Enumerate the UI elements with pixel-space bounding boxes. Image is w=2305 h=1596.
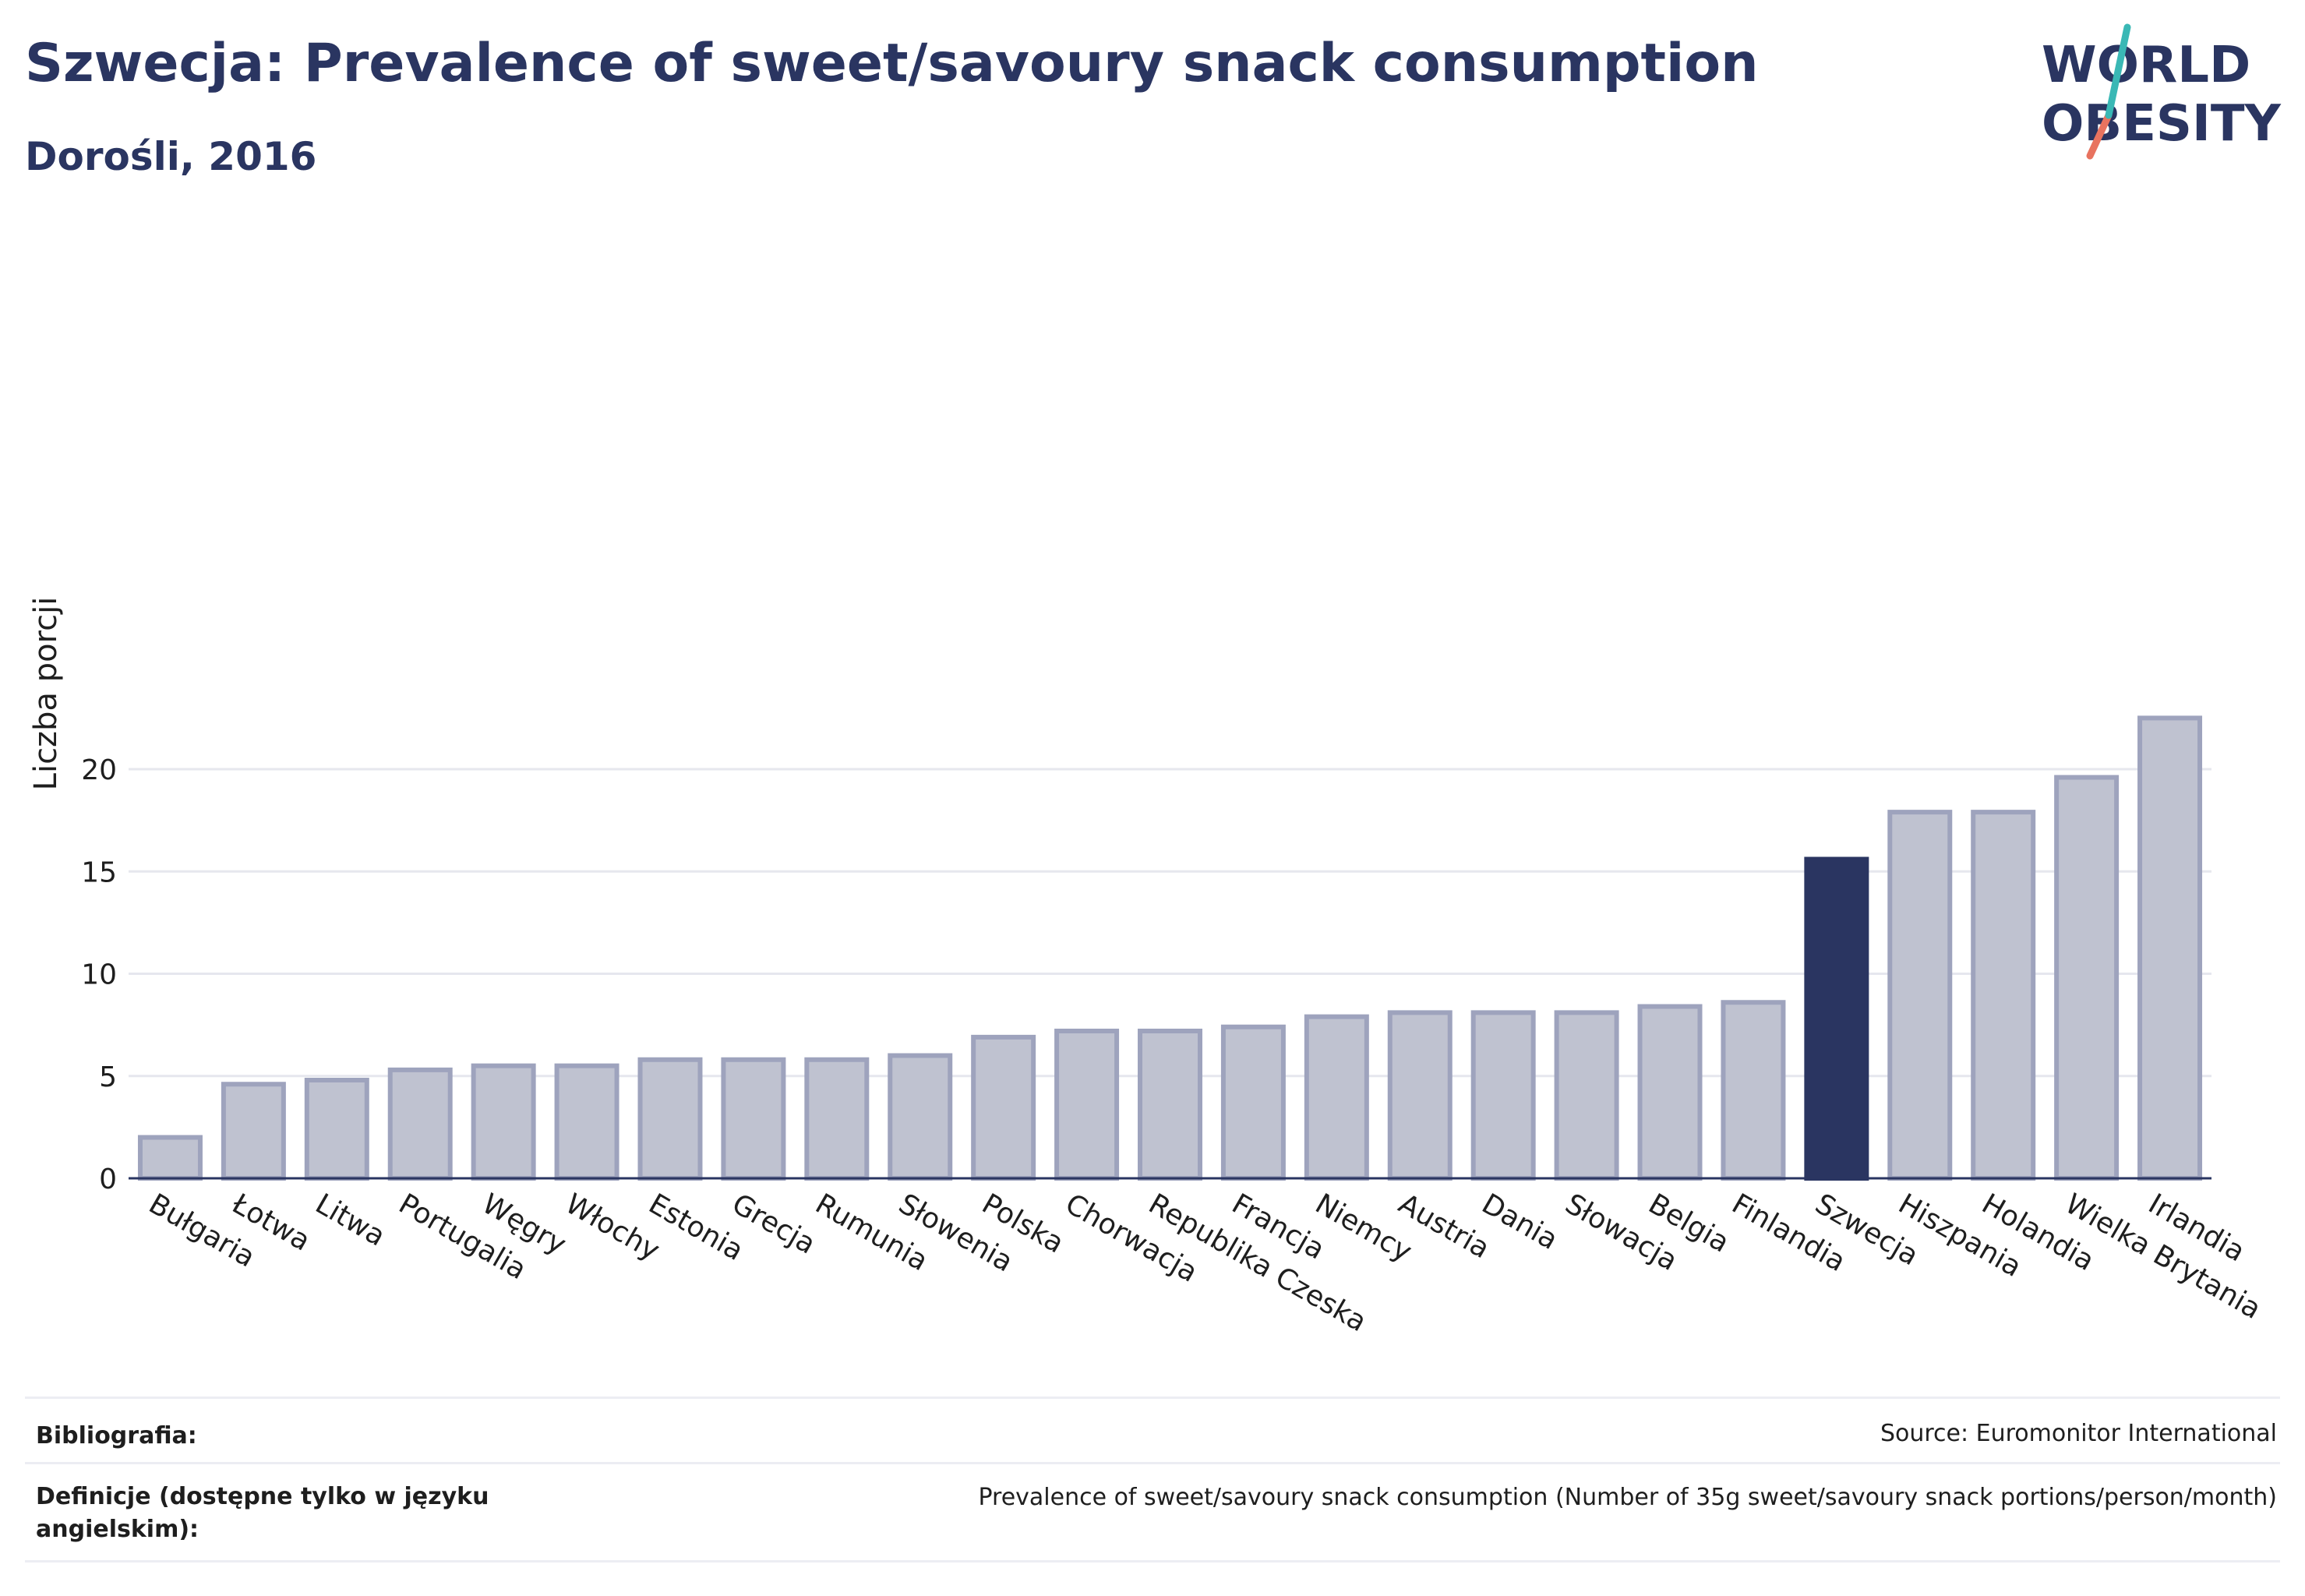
bar <box>2137 715 2203 1181</box>
y-axis-label: Liczba porcji <box>28 597 64 791</box>
logo-word-obesity: OBESITY <box>2042 95 2281 153</box>
bar <box>1721 1000 1786 1181</box>
chart-title: Szwecja: Prevalence of sweet/savoury sna… <box>25 33 1759 94</box>
chart-subtitle: Dorośli, 2016 <box>25 134 317 179</box>
y-tick-label: 10 <box>81 959 117 991</box>
bar <box>2054 775 2120 1181</box>
footer-divider <box>25 1396 2280 1399</box>
bar <box>637 1057 703 1181</box>
definitions-value: Prevalence of sweet/savoury snack consum… <box>978 1484 2277 1511</box>
bar <box>1887 810 1953 1181</box>
y-tick-labels: 0 5 10 15 20 <box>81 754 117 1195</box>
bar <box>721 1057 786 1181</box>
bar <box>1054 1029 1120 1181</box>
bar <box>387 1067 453 1181</box>
x-tick-label: Niemcy <box>1310 1188 1417 1268</box>
bar <box>221 1082 286 1181</box>
world-obesity-logo: WORLD OBESITY <box>2042 23 2281 160</box>
logo-slash-coral <box>2086 111 2113 160</box>
y-tick-label: 5 <box>99 1061 117 1093</box>
bars <box>137 715 2203 1181</box>
footer-divider <box>25 1560 2280 1562</box>
bar <box>1971 810 2036 1181</box>
footer-divider <box>25 1462 2280 1464</box>
bar <box>1554 1010 1619 1181</box>
bar <box>888 1053 953 1181</box>
bar <box>304 1078 369 1181</box>
y-tick-label: 0 <box>99 1163 117 1195</box>
bar <box>1804 856 1869 1181</box>
bar <box>971 1034 1036 1181</box>
bar <box>1470 1010 1536 1181</box>
bar <box>1220 1024 1286 1181</box>
bar <box>471 1063 536 1181</box>
x-tick-label: Włochy <box>560 1188 665 1266</box>
bar <box>1304 1014 1369 1181</box>
bar <box>1637 1004 1703 1181</box>
bar <box>1138 1029 1202 1181</box>
x-tick-label: Litwa <box>310 1188 390 1252</box>
bar <box>804 1057 870 1181</box>
bibliography-value: Source: Euromonitor International <box>1880 1420 2277 1447</box>
bar <box>554 1063 619 1181</box>
bibliography-label: Bibliografia: <box>36 1422 197 1449</box>
bar <box>137 1135 203 1181</box>
definitions-label: Definicje (dostępne tylko w języku angie… <box>36 1483 489 1543</box>
x-tick-label: Estonia <box>643 1188 748 1267</box>
bar <box>1387 1010 1453 1181</box>
y-tick-label: 20 <box>81 754 117 786</box>
y-tick-label: 15 <box>81 856 117 888</box>
logo-word-world: WORLD <box>2042 37 2250 94</box>
logo-slash-teal <box>2105 23 2131 119</box>
